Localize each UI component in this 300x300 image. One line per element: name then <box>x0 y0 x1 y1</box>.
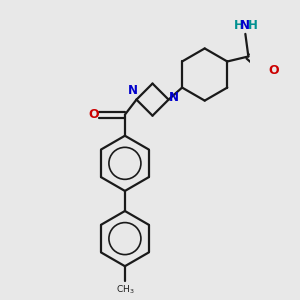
Text: H: H <box>248 20 257 32</box>
Text: O: O <box>268 64 279 77</box>
Text: CH$_3$: CH$_3$ <box>116 284 134 296</box>
Text: N: N <box>240 20 250 32</box>
Text: H: H <box>233 20 243 32</box>
Text: N: N <box>169 91 178 104</box>
Text: N: N <box>128 84 138 97</box>
Text: O: O <box>88 108 99 121</box>
